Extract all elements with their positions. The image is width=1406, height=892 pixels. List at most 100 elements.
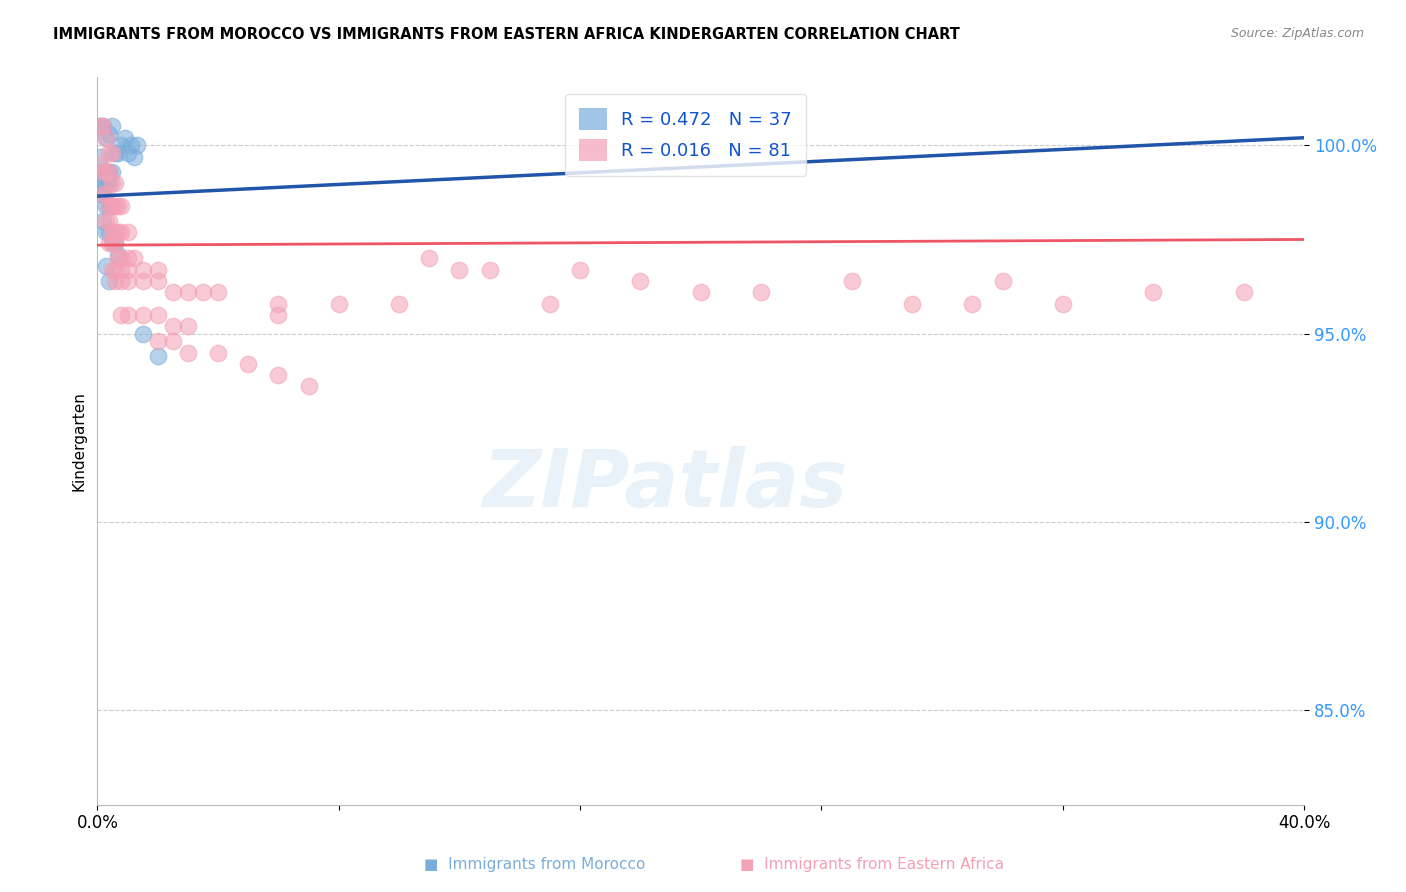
Point: [630, 274, 652, 288]
Y-axis label: Kindergarten: Kindergarten: [72, 391, 86, 491]
Text: ZIPatlas: ZIPatlas: [482, 446, 846, 524]
Legend: R = 0.472   N = 37, R = 0.016   N = 81: R = 0.472 N = 37, R = 0.016 N = 81: [565, 94, 806, 176]
Point: [96, 213, 118, 227]
Point: [98, 145, 121, 160]
Point: [98, 198, 121, 212]
Point: [107, 252, 129, 266]
Point: [162, 319, 184, 334]
Point: [89, 157, 111, 171]
Point: [98, 127, 121, 141]
Point: [96, 130, 118, 145]
Point: [538, 296, 561, 310]
Point: [101, 198, 124, 212]
Point: [93, 187, 115, 202]
Point: [89, 176, 111, 190]
Point: [110, 138, 132, 153]
Point: [93, 164, 115, 178]
Point: [569, 262, 592, 277]
Point: [267, 368, 290, 383]
Point: [162, 334, 184, 349]
Point: [146, 308, 169, 322]
Point: [841, 274, 863, 288]
Point: [98, 236, 121, 251]
Point: [89, 120, 111, 134]
Text: Source: ZipAtlas.com: Source: ZipAtlas.com: [1230, 27, 1364, 40]
Point: [125, 138, 148, 153]
Point: [131, 262, 153, 277]
Point: [101, 225, 124, 239]
Point: [146, 334, 169, 349]
Text: ■  Immigrants from Eastern Africa: ■ Immigrants from Eastern Africa: [740, 857, 1004, 872]
Point: [418, 252, 440, 266]
Point: [146, 262, 169, 277]
Point: [104, 198, 127, 212]
Point: [96, 164, 118, 178]
Point: [177, 319, 200, 334]
Point: [207, 345, 229, 359]
Point: [117, 145, 139, 160]
Point: [962, 296, 984, 310]
Point: [122, 252, 145, 266]
Point: [388, 296, 411, 310]
Point: [93, 187, 115, 202]
Point: [122, 150, 145, 164]
Point: [117, 225, 139, 239]
Point: [93, 176, 115, 190]
Point: [328, 296, 350, 310]
Point: [110, 274, 132, 288]
Point: [104, 225, 127, 239]
Point: [96, 187, 118, 202]
Point: [89, 187, 111, 202]
Point: [104, 236, 127, 251]
Point: [93, 213, 115, 227]
Point: [93, 120, 115, 134]
Point: [110, 308, 132, 322]
Point: [101, 164, 124, 178]
Point: [93, 164, 115, 178]
Point: [98, 274, 121, 288]
Point: [104, 262, 127, 277]
Point: [131, 308, 153, 322]
Point: [98, 176, 121, 190]
Point: [107, 247, 129, 261]
Point: [96, 176, 118, 190]
Point: [96, 225, 118, 239]
Point: [107, 225, 129, 239]
Point: [98, 164, 121, 178]
Point: [1142, 285, 1164, 300]
Point: [101, 236, 124, 251]
Point: [146, 349, 169, 363]
Point: [749, 285, 772, 300]
Point: [267, 296, 290, 310]
Point: [191, 285, 214, 300]
Point: [478, 262, 501, 277]
Point: [110, 262, 132, 277]
Point: [207, 285, 229, 300]
Point: [449, 262, 471, 277]
Point: [110, 252, 132, 266]
Point: [1233, 285, 1256, 300]
Point: [110, 225, 132, 239]
Point: [98, 198, 121, 212]
Point: [101, 262, 124, 277]
Point: [101, 145, 124, 160]
Point: [114, 130, 136, 145]
Point: [162, 285, 184, 300]
Point: [146, 274, 169, 288]
Point: [93, 120, 115, 134]
Point: [104, 274, 127, 288]
Point: [101, 120, 124, 134]
Point: [98, 213, 121, 227]
Point: [98, 164, 121, 178]
Point: [267, 308, 290, 322]
Point: [297, 379, 319, 393]
Point: [96, 198, 118, 212]
Point: [117, 252, 139, 266]
Point: [1052, 296, 1074, 310]
Point: [101, 198, 124, 212]
Point: [96, 259, 118, 273]
Point: [689, 285, 711, 300]
Point: [89, 150, 111, 164]
Point: [110, 198, 132, 212]
Point: [120, 138, 142, 153]
